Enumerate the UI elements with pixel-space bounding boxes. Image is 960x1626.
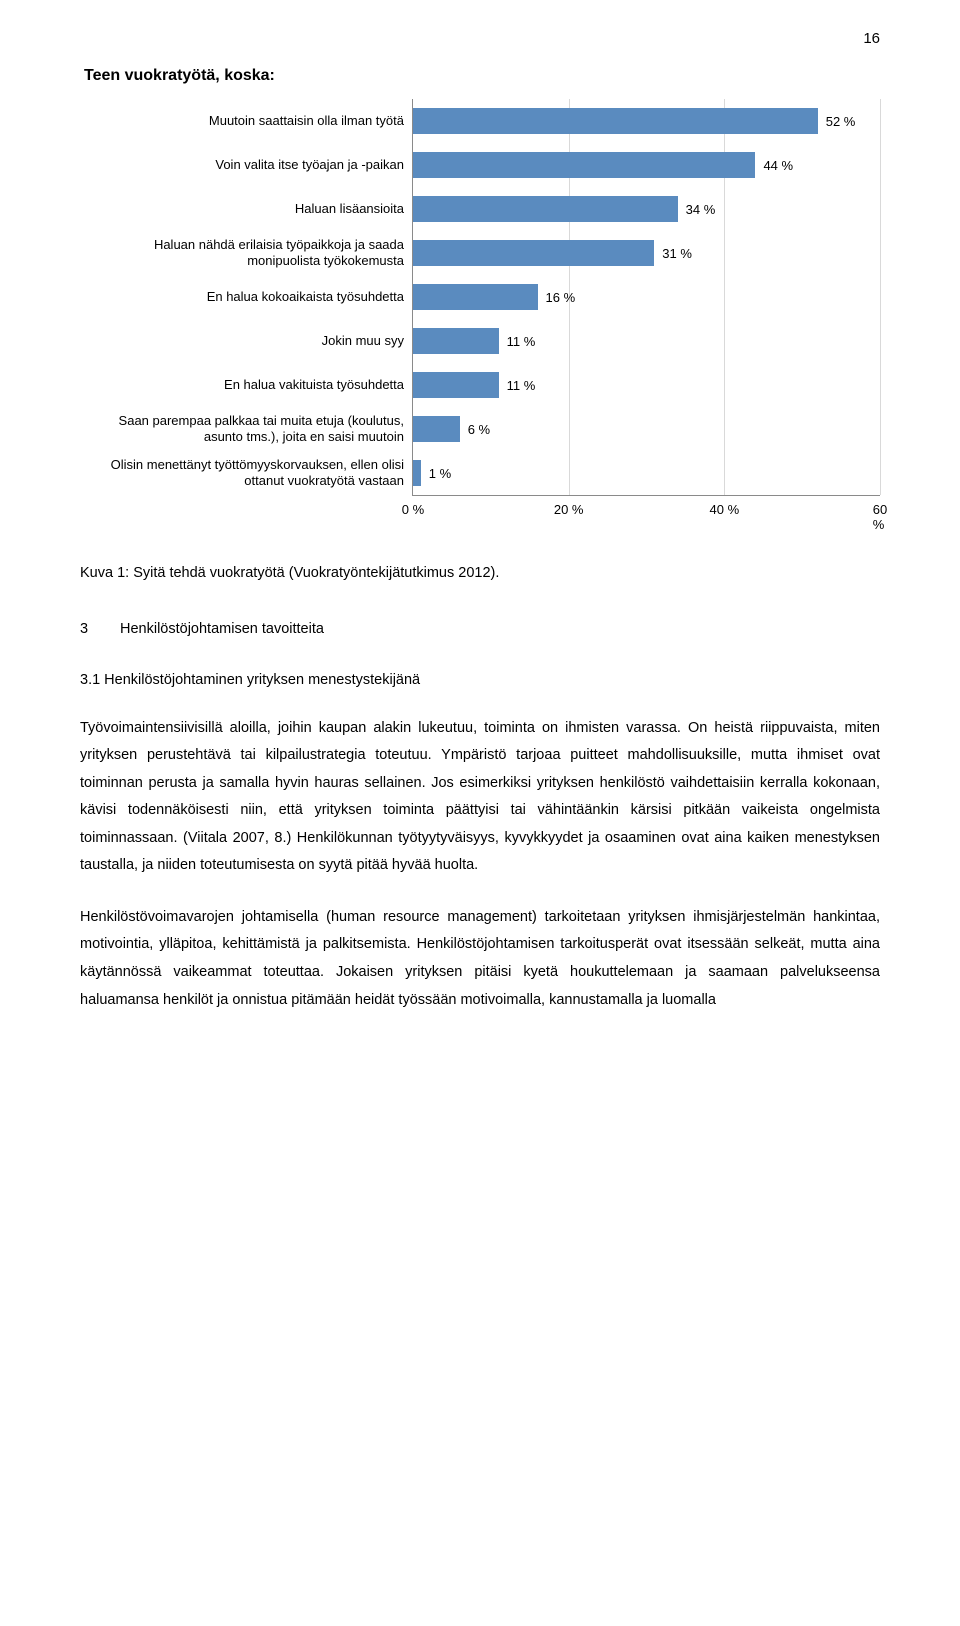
figure-caption: Kuva 1: Syitä tehdä vuokratyötä (Vuokrat… [80, 560, 880, 588]
chart-bar [413, 460, 421, 486]
chart-label: Haluan nähdä erilaisia työpaikkoja ja sa… [80, 231, 412, 275]
chart-bar [413, 152, 755, 178]
chart-gridline [880, 99, 881, 495]
chart-bar-value: 1 % [429, 466, 451, 481]
chart-x-axis: 0 %20 %40 %60 % [412, 496, 880, 520]
chart-bar-row: 16 % [413, 275, 880, 319]
chart-bar [413, 372, 499, 398]
chart-bar-row: 44 % [413, 143, 880, 187]
section-number: 3 [80, 616, 120, 644]
chart-bar [413, 108, 818, 134]
chart-x-tick: 60 % [873, 502, 887, 532]
chart-bar-row: 11 % [413, 319, 880, 363]
chart-label: En halua kokoaikaista työsuhdetta [80, 275, 412, 319]
chart-bar-row: 52 % [413, 99, 880, 143]
page-number: 16 [80, 30, 880, 47]
chart-label: Haluan lisäansioita [80, 187, 412, 231]
chart-bar [413, 240, 654, 266]
chart-bar-value: 52 % [826, 114, 856, 129]
chart-plot-area: 52 % 44 % 34 % 31 % 16 % 11 % 11 % 6 % 1 % [412, 99, 880, 496]
chart-label: Voin valita itse työajan ja -paikan [80, 143, 412, 187]
chart-bar-row: 34 % [413, 187, 880, 231]
chart-bar-value: 34 % [686, 202, 716, 217]
chart-y-labels: Muutoin saattaisin olla ilman työtä Voin… [80, 99, 412, 520]
chart-bar-value: 31 % [662, 246, 692, 261]
chart-title: Teen vuokratyötä, koska: [84, 67, 880, 85]
chart-label: Jokin muu syy [80, 319, 412, 363]
chart-bar-value: 16 % [546, 290, 576, 305]
chart-bar [413, 328, 499, 354]
body-paragraph: Työvoimaintensiivisillä aloilla, joihin … [80, 715, 880, 880]
chart-bar-value: 44 % [763, 158, 793, 173]
chart-bar-value: 11 % [507, 334, 536, 349]
section-title: Henkilöstöjohtamisen tavoitteita [120, 616, 324, 644]
chart-label: Saan parempaa palkkaa tai muita etuja (k… [80, 407, 412, 451]
chart-bar-value: 11 % [507, 378, 536, 393]
section-heading: 3 Henkilöstöjohtamisen tavoitteita [80, 616, 880, 644]
chart-bar [413, 416, 460, 442]
chart-x-tick: 40 % [710, 502, 740, 517]
body-paragraph: Henkilöstövoimavarojen johtamisella (hum… [80, 904, 880, 1014]
chart-bar [413, 196, 678, 222]
chart-bar-row: 6 % [413, 407, 880, 451]
chart-label: Muutoin saattaisin olla ilman työtä [80, 99, 412, 143]
chart-bar-row: 1 % [413, 451, 880, 495]
chart-label: Olisin menettänyt työttömyyskorvauksen, … [80, 451, 412, 495]
chart-x-tick: 0 % [402, 502, 424, 517]
chart-bar-value: 6 % [468, 422, 490, 437]
chart-bar [413, 284, 538, 310]
chart-bar-row: 31 % [413, 231, 880, 275]
chart-x-tick: 20 % [554, 502, 584, 517]
subsection-heading: 3.1 Henkilöstöjohtaminen yrityksen menes… [80, 667, 880, 695]
chart-label: En halua vakituista työsuhdetta [80, 363, 412, 407]
reasons-chart: Teen vuokratyötä, koska: Muutoin saattai… [80, 67, 880, 520]
chart-bar-row: 11 % [413, 363, 880, 407]
